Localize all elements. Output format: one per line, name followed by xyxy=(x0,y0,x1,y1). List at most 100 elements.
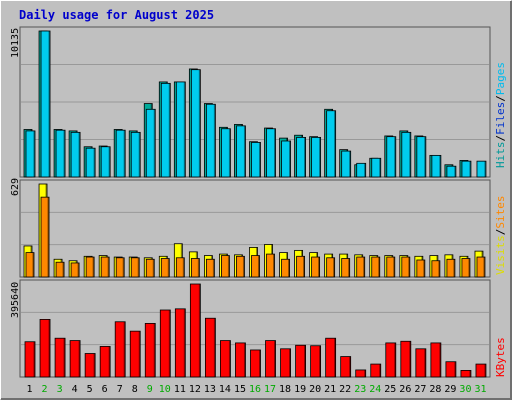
bar-pages-day-30 xyxy=(461,160,472,178)
bar-pages-day-26 xyxy=(401,131,412,178)
x-tick-label: 14 xyxy=(219,384,231,395)
bar-kbytes-day-31 xyxy=(475,363,487,378)
x-tick-label: 15 xyxy=(234,384,246,395)
legend-top: Hits/Files/Pages xyxy=(494,62,507,168)
bar-kbytes-day-18 xyxy=(280,348,291,378)
x-tick-label: 11 xyxy=(174,384,186,395)
bar-kbytes-day-24 xyxy=(370,363,382,378)
bar-kbytes-day-28 xyxy=(430,342,442,378)
bar-sites-day-16 xyxy=(251,255,260,278)
bar-pages-day-17 xyxy=(266,128,276,178)
bar-pages-day-18 xyxy=(281,140,291,178)
bar-kbytes-day-29 xyxy=(445,361,457,378)
bar-sites-day-2 xyxy=(40,196,50,278)
bar-sites-day-12 xyxy=(190,258,200,278)
legend-pages: Pages xyxy=(494,62,507,95)
bar-kbytes-day-19 xyxy=(295,344,306,378)
bar-kbytes-day-11 xyxy=(174,308,186,378)
x-tick-label: 20 xyxy=(309,384,321,395)
x-tick-label: 28 xyxy=(429,384,441,395)
bar-sites-day-11 xyxy=(175,257,185,278)
bar-sites-day-7 xyxy=(115,257,125,278)
bar-sites-day-31 xyxy=(476,256,486,278)
bar-sites-day-23 xyxy=(356,256,366,278)
bar-pages-day-29 xyxy=(446,165,457,178)
bar-sites-day-10 xyxy=(160,258,170,278)
bar-sites-day-3 xyxy=(55,261,65,278)
bar-pages-day-25 xyxy=(386,136,397,178)
bar-kbytes-day-15 xyxy=(235,342,246,378)
bar-sites-day-26 xyxy=(401,256,411,278)
bar-sites-day-9 xyxy=(145,258,155,278)
bar-kbytes-day-4 xyxy=(69,340,81,378)
bar-pages-day-1 xyxy=(25,130,36,178)
bar-pages-day-8 xyxy=(130,131,141,178)
bar-pages-day-14 xyxy=(221,128,231,178)
x-tick-label: 13 xyxy=(204,384,216,395)
x-tick-label: 17 xyxy=(264,384,276,395)
max-label-hits: 10135 xyxy=(10,28,21,58)
bar-pages-day-6 xyxy=(100,146,111,178)
bar-kbytes-day-14 xyxy=(220,340,231,378)
x-tick-label: 9 xyxy=(147,384,153,395)
x-tick-label: 16 xyxy=(249,384,261,395)
bar-sites-day-25 xyxy=(386,256,396,278)
bar-pages-day-9 xyxy=(145,108,156,178)
bar-kbytes-day-21 xyxy=(325,337,337,378)
bar-sites-day-1 xyxy=(25,252,35,278)
bar-pages-day-11 xyxy=(175,81,186,178)
legend-kbytes: KBytes xyxy=(494,337,507,377)
x-tick-label: 24 xyxy=(369,384,381,395)
bar-pages-day-16 xyxy=(251,142,261,178)
bar-pages-day-7 xyxy=(115,129,126,178)
bar-pages-day-2 xyxy=(40,30,51,178)
bar-sites-day-28 xyxy=(431,260,441,278)
bar-pages-day-4 xyxy=(70,131,81,178)
bar-sites-day-24 xyxy=(371,256,381,278)
max-label-visits: 629 xyxy=(10,178,21,196)
bar-sites-day-14 xyxy=(221,255,230,278)
legend-sites: Sites xyxy=(494,196,507,229)
legend-bottom: KBytes xyxy=(494,337,507,377)
bar-pages-day-20 xyxy=(311,136,322,178)
bar-kbytes-day-10 xyxy=(159,309,171,378)
bar-pages-day-15 xyxy=(236,125,246,178)
legend-files: Files xyxy=(494,102,507,135)
bar-sites-day-19 xyxy=(296,255,305,278)
bar-kbytes-day-6 xyxy=(99,346,111,378)
bar-pages-day-12 xyxy=(190,69,201,178)
bar-sites-day-15 xyxy=(236,255,245,278)
x-tick-label: 8 xyxy=(132,384,138,395)
bar-kbytes-day-9 xyxy=(144,323,156,378)
legend-visits: Visits xyxy=(494,235,507,275)
bar-pages-day-24 xyxy=(371,157,382,178)
x-tick-label: 23 xyxy=(354,384,366,395)
x-tick-label: 4 xyxy=(72,384,78,395)
legend-hits: Hits xyxy=(494,142,507,169)
bar-kbytes-day-25 xyxy=(385,342,397,378)
bar-kbytes-day-3 xyxy=(54,337,66,378)
bar-pages-day-3 xyxy=(55,129,66,178)
x-tick-label: 26 xyxy=(399,384,411,395)
bar-kbytes-day-8 xyxy=(129,330,141,378)
bar-kbytes-day-26 xyxy=(400,340,412,378)
bar-kbytes-day-12 xyxy=(189,283,201,378)
bar-sites-day-4 xyxy=(70,262,80,278)
x-tick-label: 22 xyxy=(339,384,351,395)
x-tick-label: 21 xyxy=(324,384,336,395)
bar-kbytes-day-23 xyxy=(355,369,367,378)
bar-sites-day-17 xyxy=(266,253,275,278)
x-tick-label: 12 xyxy=(189,384,201,395)
x-tick-label: 31 xyxy=(474,384,486,395)
bar-pages-day-28 xyxy=(431,154,442,178)
legend-middle: Visits/Sites xyxy=(494,196,507,276)
legend-sep-3: / xyxy=(494,229,507,236)
bar-sites-day-27 xyxy=(416,259,426,278)
bar-kbytes-day-22 xyxy=(340,356,352,378)
x-tick-label: 30 xyxy=(459,384,471,395)
legend-sep-2: / xyxy=(494,95,507,102)
x-tick-label: 6 xyxy=(102,384,108,395)
chart-title: Daily usage for August 2025 xyxy=(19,8,214,22)
x-tick-label: 2 xyxy=(42,384,48,395)
